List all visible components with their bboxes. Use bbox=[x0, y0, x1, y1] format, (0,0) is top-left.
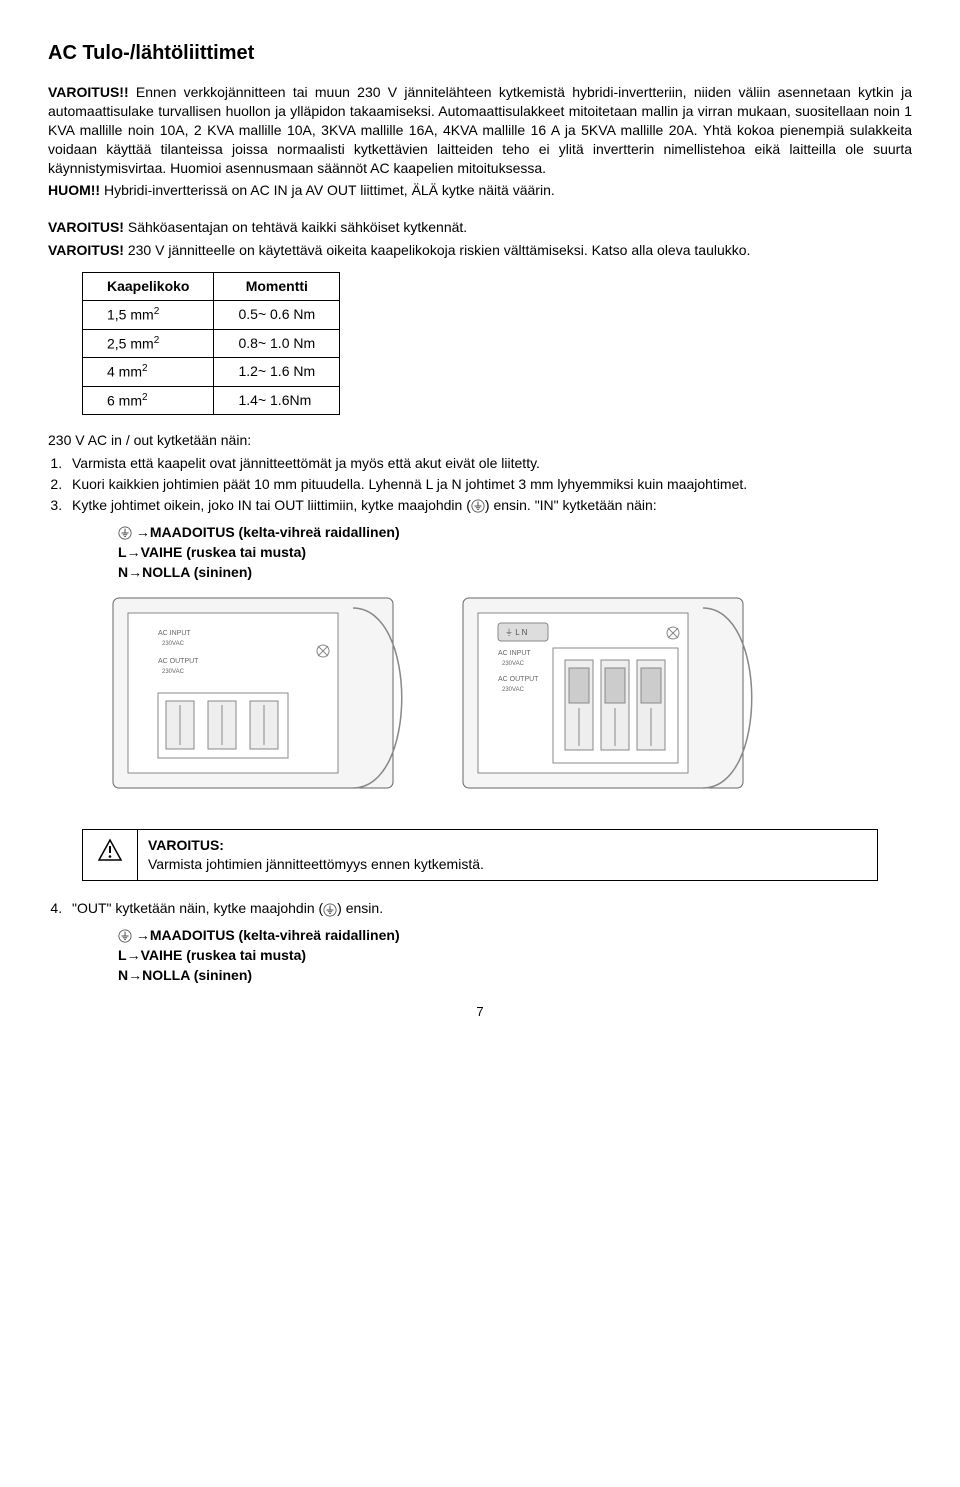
wiring-n: N→NOLLA (sininen) bbox=[118, 563, 912, 582]
ground-icon bbox=[323, 903, 337, 917]
svg-text:AC INPUT: AC INPUT bbox=[498, 650, 531, 657]
section-heading: AC Tulo-/lähtöliittimet bbox=[48, 40, 912, 67]
step-3: Kytke johtimet oikein, joko IN tai OUT l… bbox=[66, 496, 912, 515]
cell-size: 4 mm bbox=[107, 364, 142, 380]
cell-torque: 0.8~ 1.0 Nm bbox=[214, 329, 340, 358]
warning-label: VAROITUS!! bbox=[48, 84, 129, 100]
wiring-n-prefix: N bbox=[118, 967, 128, 983]
cell-torque: 0.5~ 0.6 Nm bbox=[214, 301, 340, 330]
table-row: 1,5 mm2 0.5~ 0.6 Nm bbox=[83, 301, 340, 330]
warning-box-title: VAROITUS: bbox=[148, 836, 867, 855]
table-header-torque: Momentti bbox=[214, 273, 340, 301]
warning-box: VAROITUS: Varmista johtimien jännitteett… bbox=[82, 829, 878, 881]
wiring-l-text: →VAIHE (ruskea tai musta) bbox=[127, 544, 306, 560]
svg-text:230VAC: 230VAC bbox=[162, 669, 185, 675]
wiring-l-text: →VAIHE (ruskea tai musta) bbox=[127, 947, 306, 963]
table-row: 4 mm2 1.2~ 1.6 Nm bbox=[83, 358, 340, 387]
warning-line-1: VAROITUS! Sähköasentajan on tehtävä kaik… bbox=[48, 218, 912, 237]
table-row: 2,5 mm2 0.8~ 1.0 Nm bbox=[83, 329, 340, 358]
warning-line-2: VAROITUS! 230 V jännitteelle on käytettä… bbox=[48, 241, 912, 260]
cell-exp: 2 bbox=[142, 363, 148, 374]
svg-text:230VAC: 230VAC bbox=[502, 661, 525, 667]
note-paragraph: HUOM!! Hybridi-invertterissä on AC IN ja… bbox=[48, 181, 912, 200]
step-4: "OUT" kytketään näin, kytke maajohdin ()… bbox=[66, 899, 912, 918]
step-1: Varmista että kaapelit ovat jännitteettö… bbox=[66, 454, 912, 473]
table-row: 6 mm2 1.4~ 1.6Nm bbox=[83, 386, 340, 415]
svg-text:230VAC: 230VAC bbox=[502, 687, 525, 693]
steps-list-cont: "OUT" kytketään näin, kytke maajohdin ()… bbox=[48, 899, 912, 918]
wiring-l: L→VAIHE (ruskea tai musta) bbox=[118, 946, 912, 965]
ground-icon bbox=[471, 499, 485, 513]
ground-icon bbox=[118, 526, 132, 540]
ground-icon bbox=[118, 929, 132, 943]
wiring-block-in: →MAADOITUS (kelta-vihreä raidallinen) L→… bbox=[118, 523, 912, 582]
cell-torque: 1.2~ 1.6 Nm bbox=[214, 358, 340, 387]
svg-text:AC OUTPUT: AC OUTPUT bbox=[498, 676, 539, 683]
wiring-l: L→VAIHE (ruskea tai musta) bbox=[118, 543, 912, 562]
note-text: Hybridi-invertterissä on AC IN ja AV OUT… bbox=[100, 182, 555, 198]
svg-text:AC INPUT: AC INPUT bbox=[158, 630, 191, 637]
svg-text:230VAC: 230VAC bbox=[162, 641, 185, 647]
svg-text:AC OUTPUT: AC OUTPUT bbox=[158, 658, 199, 665]
steps-intro: 230 V AC in / out kytketään näin: bbox=[48, 431, 912, 450]
steps-list: Varmista että kaapelit ovat jännitteettö… bbox=[48, 454, 912, 515]
note-label: HUOM!! bbox=[48, 182, 100, 198]
warning-label: VAROITUS! bbox=[48, 242, 124, 258]
cell-torque: 1.4~ 1.6Nm bbox=[214, 386, 340, 415]
wiring-ground-label: →MAADOITUS (kelta-vihreä raidallinen) bbox=[136, 927, 400, 943]
warning-triangle-icon bbox=[83, 830, 138, 880]
terminal-diagrams: AC INPUT 230VAC AC OUTPUT 230VAC ⏚ L N A… bbox=[108, 593, 912, 813]
cable-size-table: Kaapelikoko Momentti 1,5 mm2 0.5~ 0.6 Nm… bbox=[82, 272, 340, 415]
wiring-n-text: →NOLLA (sininen) bbox=[128, 967, 252, 983]
step-2: Kuori kaikkien johtimien päät 10 mm pitu… bbox=[66, 475, 912, 494]
wiring-l-prefix: L bbox=[118, 544, 127, 560]
warning-label: VAROITUS! bbox=[48, 219, 124, 235]
wiring-n: N→NOLLA (sininen) bbox=[118, 966, 912, 985]
terminal-diagram-right: ⏚ L N AC INPUT 230VAC AC OUTPUT 230VAC bbox=[458, 593, 778, 813]
cell-size: 6 mm bbox=[107, 392, 142, 408]
page-number: 7 bbox=[48, 1003, 912, 1021]
warning-text-1: Ennen verkkojännitteen tai muun 230 V jä… bbox=[48, 84, 912, 176]
wiring-l-prefix: L bbox=[118, 947, 127, 963]
cell-size: 1,5 mm bbox=[107, 307, 154, 323]
cell-size: 2,5 mm bbox=[107, 335, 154, 351]
warning-text: Sähköasentajan on tehtävä kaikki sähköis… bbox=[124, 219, 467, 235]
warning-box-text: Varmista johtimien jännitteettömyys enne… bbox=[148, 855, 867, 874]
warning-paragraph-1: VAROITUS!! Ennen verkkojännitteen tai mu… bbox=[48, 83, 912, 177]
wiring-ground-label: →MAADOITUS (kelta-vihreä raidallinen) bbox=[136, 524, 400, 540]
wiring-n-prefix: N bbox=[118, 564, 128, 580]
wiring-n-text: →NOLLA (sininen) bbox=[128, 564, 252, 580]
warning-text: 230 V jännitteelle on käytettävä oikeita… bbox=[124, 242, 750, 258]
cell-exp: 2 bbox=[154, 306, 160, 317]
cell-exp: 2 bbox=[142, 392, 148, 403]
svg-text:⏚ L N: ⏚ L N bbox=[505, 628, 528, 637]
cell-exp: 2 bbox=[154, 335, 160, 346]
wiring-ground: →MAADOITUS (kelta-vihreä raidallinen) bbox=[118, 523, 912, 542]
terminal-diagram-left: AC INPUT 230VAC AC OUTPUT 230VAC bbox=[108, 593, 428, 813]
wiring-ground: →MAADOITUS (kelta-vihreä raidallinen) bbox=[118, 926, 912, 945]
wiring-block-out: →MAADOITUS (kelta-vihreä raidallinen) L→… bbox=[118, 926, 912, 985]
table-header-size: Kaapelikoko bbox=[83, 273, 214, 301]
